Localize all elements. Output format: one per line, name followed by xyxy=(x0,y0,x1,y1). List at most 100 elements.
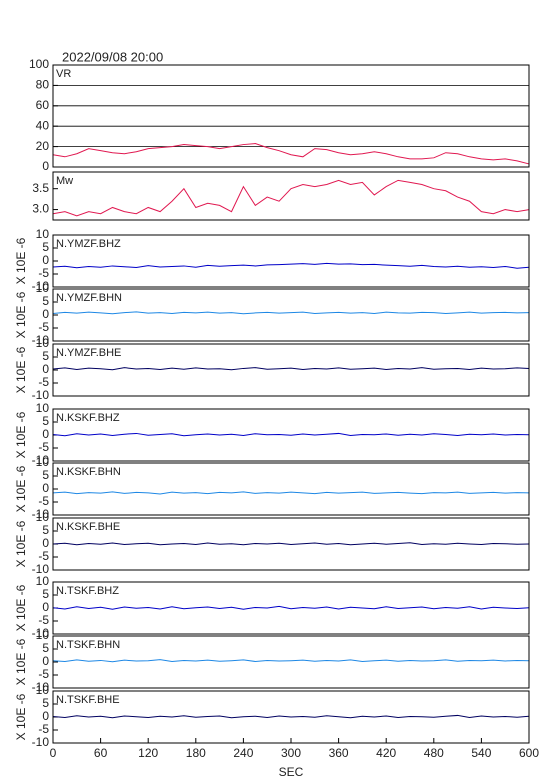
panel-label: N.KSKF.BHE xyxy=(56,521,120,533)
y-tick-label: 3.5 xyxy=(32,181,49,195)
y-axis-label: X 10E -6 xyxy=(14,520,28,567)
panel-label: N.TSKF.BHE xyxy=(56,694,120,706)
panel-frame xyxy=(52,234,530,288)
panel-frame xyxy=(52,288,530,342)
y-tick-label: 10 xyxy=(36,336,50,350)
y-tick-label: 0 xyxy=(42,600,49,614)
x-tick-label: 60 xyxy=(94,746,108,760)
y-tick-label: -10 xyxy=(32,453,50,467)
x-tick-label: 600 xyxy=(519,746,539,760)
y-tick-label: 0 xyxy=(42,536,49,550)
x-tick-label: 300 xyxy=(281,746,301,760)
data-line xyxy=(52,714,530,719)
y-tick-label: 10 xyxy=(36,455,50,469)
panel-label: N.TSKF.BHN xyxy=(56,639,120,651)
y-tick-label: 5 xyxy=(42,468,49,482)
y-tick-label: -10 xyxy=(32,507,50,521)
y-tick-label: 5 xyxy=(42,349,49,363)
y-tick-label: 10 xyxy=(36,574,50,588)
data-line xyxy=(52,542,530,546)
panel-frame xyxy=(52,581,530,635)
y-axis-label: X 10E -6 xyxy=(14,693,28,740)
data-line xyxy=(52,432,530,437)
data-line xyxy=(52,179,530,217)
y-tick-label: -5 xyxy=(38,722,49,736)
data-line xyxy=(52,262,530,269)
panel-label: N.KSKF.BHZ xyxy=(56,412,120,424)
y-tick-label: -10 xyxy=(32,279,50,293)
x-tick-label: 240 xyxy=(233,746,253,760)
y-tick-label: 5 xyxy=(42,414,49,428)
panel-frame xyxy=(52,343,530,397)
y-tick-label: 0 xyxy=(42,307,49,321)
data-line xyxy=(52,491,530,495)
y-tick-label: -5 xyxy=(38,549,49,563)
y-tick-label: 10 xyxy=(36,227,50,241)
panel-frame xyxy=(52,462,530,516)
y-tick-label: 0 xyxy=(42,159,49,173)
y-tick-label: -5 xyxy=(38,320,49,334)
data-line xyxy=(52,311,530,315)
y-tick-label: 0 xyxy=(42,654,49,668)
y-axis-label: X 10E -6 xyxy=(14,638,28,685)
y-tick-label: 10 xyxy=(36,510,50,524)
chart-title: 2022/09/08 20:00 xyxy=(62,49,163,64)
x-tick-label: 540 xyxy=(471,746,491,760)
panel-label: N.KSKF.BHN xyxy=(56,466,121,478)
y-tick-label: -10 xyxy=(32,388,50,402)
x-tick-label: 120 xyxy=(138,746,158,760)
y-axis-label: X 10E -6 xyxy=(14,291,28,338)
y-tick-label: -10 xyxy=(32,626,50,640)
y-tick-label: -5 xyxy=(38,613,49,627)
panel-frame xyxy=(52,408,530,462)
panel-label: N.YMZF.BHZ xyxy=(56,238,121,250)
y-axis-label: X 10E -6 xyxy=(14,237,28,284)
y-tick-label: -5 xyxy=(38,494,49,508)
y-tick-label: 5 xyxy=(42,587,49,601)
y-tick-label: -5 xyxy=(38,375,49,389)
x-axis-label: SEC xyxy=(279,765,304,779)
panel-label: N.TSKF.BHZ xyxy=(56,585,119,597)
y-tick-label: 100 xyxy=(29,57,49,71)
y-tick-label: 60 xyxy=(36,98,50,112)
panel-frame xyxy=(52,171,530,221)
y-tick-label: 0 xyxy=(42,362,49,376)
panel-frame xyxy=(52,635,530,689)
x-tick-label: 180 xyxy=(186,746,206,760)
y-tick-label: 5 xyxy=(42,523,49,537)
y-axis-label: X 10E -6 xyxy=(14,465,28,512)
data-line xyxy=(52,143,530,165)
y-tick-label: 10 xyxy=(36,281,50,295)
x-tick-label: 360 xyxy=(329,746,349,760)
y-axis-label: X 10E -6 xyxy=(14,411,28,458)
y-tick-label: -5 xyxy=(38,266,49,280)
y-tick-label: -10 xyxy=(32,735,50,749)
y-tick-label: -10 xyxy=(32,562,50,576)
y-tick-label: 5 xyxy=(42,641,49,655)
y-tick-label: 0 xyxy=(42,427,49,441)
y-tick-label: 80 xyxy=(36,78,50,92)
panel-label: VR xyxy=(56,68,71,80)
panel-frame xyxy=(52,64,530,168)
y-tick-label: 3.0 xyxy=(32,202,49,216)
x-tick-label: 0 xyxy=(50,746,57,760)
panel-label: N.YMZF.BHE xyxy=(56,347,121,359)
y-tick-label: 10 xyxy=(36,401,50,415)
y-tick-label: 0 xyxy=(42,481,49,495)
y-tick-label: 40 xyxy=(36,118,50,132)
y-axis-label: X 10E -6 xyxy=(14,584,28,631)
y-tick-label: 0 xyxy=(42,709,49,723)
panel-label: Mw xyxy=(56,175,73,187)
y-tick-label: 0 xyxy=(42,253,49,267)
y-tick-label: 5 xyxy=(42,696,49,710)
data-line xyxy=(52,367,530,371)
y-tick-label: -10 xyxy=(32,680,50,694)
panel-frame xyxy=(52,517,530,571)
panel-label: N.YMZF.BHN xyxy=(56,292,122,304)
y-tick-label: 10 xyxy=(36,683,50,697)
y-tick-label: 5 xyxy=(42,294,49,308)
x-tick-label: 480 xyxy=(424,746,444,760)
y-tick-label: 5 xyxy=(42,240,49,254)
data-line xyxy=(52,605,530,610)
